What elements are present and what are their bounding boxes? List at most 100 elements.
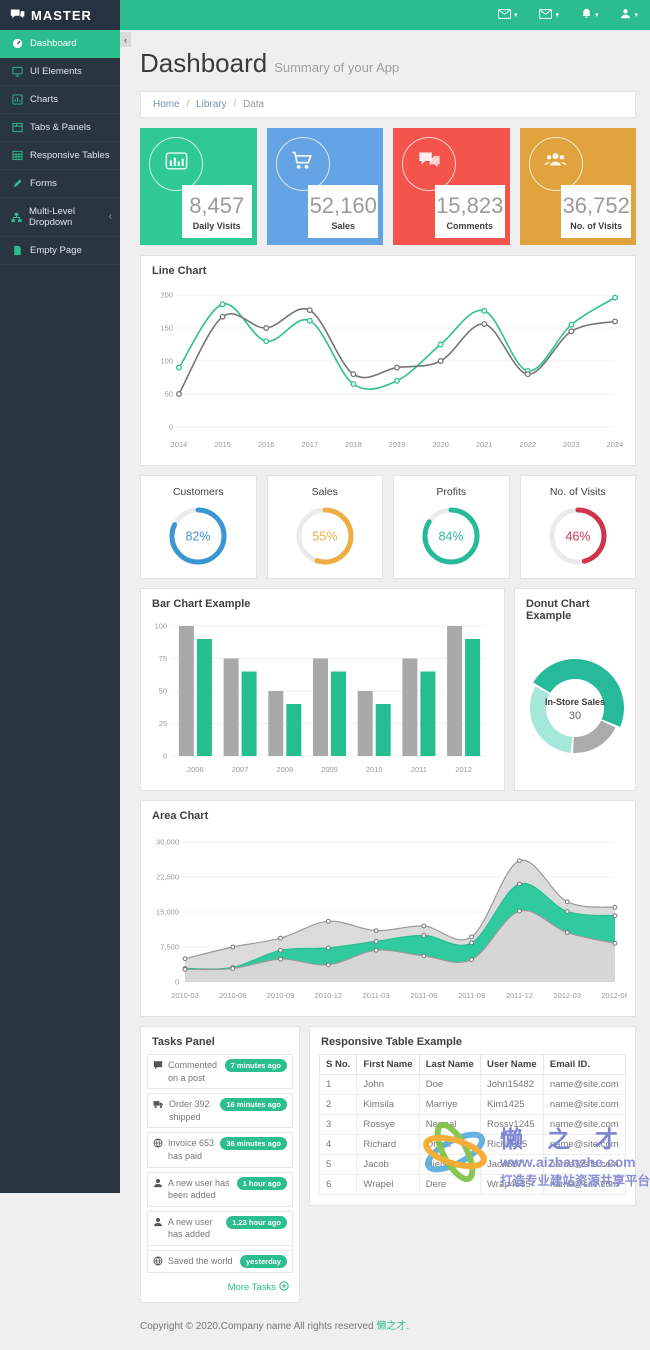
plus-circle-icon xyxy=(279,1281,289,1294)
svg-text:2012-03: 2012-03 xyxy=(553,991,581,1000)
user-dropdown[interactable]: ▾ xyxy=(620,6,638,24)
svg-text:2016: 2016 xyxy=(258,440,275,449)
sidebar-item-label: Charts xyxy=(30,94,58,105)
stat-box: 15,823 Comments xyxy=(434,185,505,238)
table-cell: 4 xyxy=(318,1134,358,1155)
svg-text:22,500: 22,500 xyxy=(156,873,179,882)
stat-card-sales: 52,160 Sales xyxy=(266,128,383,245)
svg-text:In-Store Sales: In-Store Sales xyxy=(545,697,605,707)
sidebar-toggle-button[interactable]: ‹ xyxy=(120,32,131,47)
more-tasks-link[interactable]: More Tasks xyxy=(141,1277,299,1302)
table-cell: Kimsila xyxy=(356,1094,420,1115)
sidebar-item-dashboard[interactable]: Dashboard xyxy=(0,30,120,58)
sidebar-item-charts[interactable]: Charts xyxy=(0,86,120,114)
svg-text:25: 25 xyxy=(159,719,167,728)
task-time-badge: 36 minutes ago xyxy=(220,1137,287,1151)
column-header-last-name: Last Name xyxy=(418,1054,482,1075)
sidebar-item-responsive-tables[interactable]: Responsive Tables xyxy=(0,142,120,170)
gauge-card-customers: Customers 82% xyxy=(140,475,257,579)
line-chart-title: Line Chart xyxy=(152,265,207,277)
chat-icon xyxy=(10,8,25,23)
envelope-icon xyxy=(539,6,553,24)
sidebar: Dashboard UI Elements Charts Tabs & Panels R… xyxy=(0,30,120,1193)
svg-text:2015: 2015 xyxy=(214,440,231,449)
sidebar-item-empty-page[interactable]: Empty Page xyxy=(0,237,120,265)
svg-text:0: 0 xyxy=(163,752,167,761)
task-item: Invoice 653 has paid 36 minutes ago xyxy=(147,1132,293,1168)
table-cell: John xyxy=(356,1074,420,1095)
svg-text:7,500: 7,500 xyxy=(160,943,179,952)
caret-down-icon: ▾ xyxy=(513,11,518,19)
gauge-label: No. of Visits xyxy=(549,486,606,498)
stat-value: 15,823 xyxy=(436,192,504,218)
panels-icon xyxy=(11,122,23,133)
task-time-badge: 16 minutes ago xyxy=(220,1098,287,1112)
gauge-ring-svg: 84% xyxy=(422,507,480,565)
svg-text:46%: 46% xyxy=(565,530,590,544)
bar-chart-title: Bar Chart Example xyxy=(152,598,251,610)
stat-value: 52,160 xyxy=(309,192,377,218)
gauge-ring-svg: 55% xyxy=(296,507,354,565)
stat-value: 8,457 xyxy=(189,192,245,218)
table-cell: Wrapel xyxy=(356,1174,420,1195)
bar-chart: 0 25 50 75 100 2006 2007 2008 2009 2010 2011 2012 xyxy=(141,614,504,790)
svg-text:50: 50 xyxy=(159,687,167,696)
breadcrumb-separator: / xyxy=(233,99,237,110)
svg-text:2010-03: 2010-03 xyxy=(171,991,199,1000)
svg-text:2010-06: 2010-06 xyxy=(219,991,247,1000)
table-cell: Richard xyxy=(356,1134,420,1155)
table-row: 2 Kimsila Marriye Kim1425 name@site.com xyxy=(318,1094,627,1115)
svg-text:2009: 2009 xyxy=(321,765,338,774)
area-chart-panel: Area Chart 0 7,500 15,000 22,500 30,000 2010-… xyxy=(140,800,636,1017)
breadcrumb-library[interactable]: Library xyxy=(196,99,227,110)
svg-text:2018: 2018 xyxy=(345,440,362,449)
donut-chart-svg: In-Store Sales 30 xyxy=(529,658,625,753)
watermark: 懒 之 才 www.aizhanzhe.com 打造专业建站资源共享平台 xyxy=(418,1118,650,1191)
task-item: Saved the world yesterday xyxy=(147,1249,293,1273)
notifications-dropdown[interactable]: ▾ xyxy=(581,6,598,24)
task-text: A new user has been added xyxy=(168,1177,230,1201)
globe-icon xyxy=(153,1256,163,1266)
gauge-card-no-of-visits: No. of Visits 46% xyxy=(519,475,636,579)
svg-text:15,000: 15,000 xyxy=(156,908,179,917)
table-cell: 1 xyxy=(318,1074,358,1095)
page-head: Dashboard Summary of your App xyxy=(140,48,636,79)
messages-dropdown[interactable]: ▾ xyxy=(497,6,518,24)
sidebar-item-label: Tabs & Panels xyxy=(30,122,91,133)
sidebar-item-multi-level-dropdown[interactable]: Multi-Level Dropdown ‹ xyxy=(0,198,120,237)
breadcrumb-home[interactable]: Home xyxy=(153,99,180,110)
sidebar-item-ui-elements[interactable]: UI Elements xyxy=(0,58,120,86)
person-icon xyxy=(153,1217,163,1227)
svg-text:2014: 2014 xyxy=(171,440,188,449)
sidebar-item-forms[interactable]: Forms xyxy=(0,170,120,198)
svg-text:2011-03: 2011-03 xyxy=(363,991,390,1000)
task-time-badge: 1 hour ago xyxy=(236,1176,287,1190)
sidebar-item-tabs-panels[interactable]: Tabs & Panels xyxy=(0,114,120,142)
brand-logo[interactable]: MASTER xyxy=(0,0,120,30)
footer-link[interactable]: 懒之才 xyxy=(376,1320,407,1332)
table-cell: Kim1425 xyxy=(480,1094,544,1115)
bell-icon xyxy=(581,6,592,24)
table-cell: Doe xyxy=(418,1074,482,1095)
stat-cards-row: 8,457 Daily Visits 52,160 Sales 15,823 Commen… xyxy=(140,128,636,245)
comments-icon xyxy=(416,148,443,180)
table-cell: name@site.com xyxy=(542,1074,627,1095)
svg-text:2012: 2012 xyxy=(455,765,472,774)
breadcrumb-separator: / xyxy=(186,99,190,110)
svg-text:2010-12: 2010-12 xyxy=(315,991,343,1000)
table-title: Responsive Table Example xyxy=(321,1036,463,1048)
task-item: A new user has been added 1 hour ago xyxy=(147,1171,293,1207)
task-item: Commented on a post 7 minutes ago xyxy=(147,1054,293,1090)
chevron-left-icon: ‹ xyxy=(108,211,112,222)
area-chart: 0 7,500 15,000 22,500 30,000 2010-03 2010-06 20… xyxy=(141,826,635,1016)
footer-suffix: . xyxy=(406,1320,410,1332)
inbox-dropdown[interactable]: ▾ xyxy=(539,6,559,24)
svg-text:2007: 2007 xyxy=(232,765,249,774)
watermark-logo-icon xyxy=(418,1118,492,1191)
svg-text:2006: 2006 xyxy=(187,765,204,774)
table-cell: 3 xyxy=(318,1114,358,1135)
table-cell: Marriye xyxy=(418,1094,482,1115)
table-row: 6 Wrapel Dere Wrap4585 name@site.com xyxy=(318,1174,627,1195)
svg-text:50: 50 xyxy=(165,390,173,399)
stat-ring xyxy=(275,137,330,191)
